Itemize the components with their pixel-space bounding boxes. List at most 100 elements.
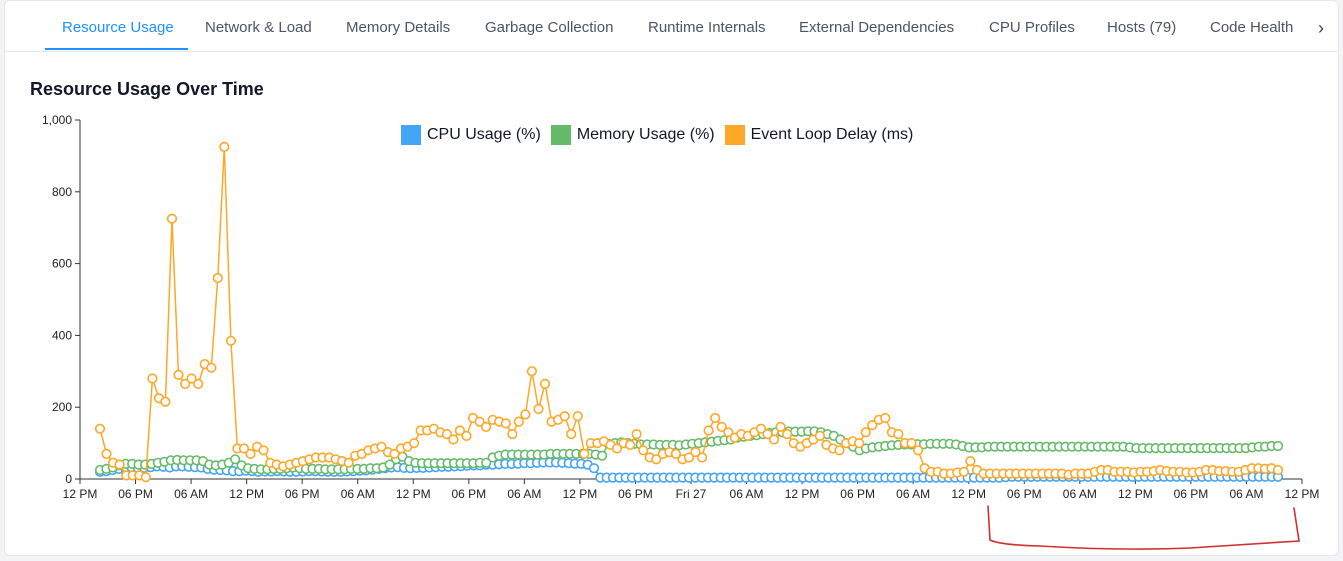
legend-swatch-memory [550,125,571,145]
y-tick-label: 0 [65,472,72,486]
x-tick-label: 06 PM [1007,487,1042,501]
x-tick-label: 12 PM [951,487,986,501]
event-loop-series-point [716,421,727,433]
event-loop-series-point [193,378,204,390]
x-tick-label: 06 AM [896,487,930,501]
event-loop-series-point [507,429,518,440]
event-loop-series-point [854,438,865,449]
legend-item-cpu[interactable]: CPU Usage (%) [401,125,541,145]
event-loop-series-point [526,366,538,377]
event-loop-series-point [94,423,106,434]
event-loop-series-point [906,438,917,449]
event-loop-series-point [624,439,636,451]
legend-label-cpu: CPU Usage (%) [427,126,541,143]
tab-external-dependencies[interactable]: External Dependencies [799,19,955,36]
event-loop-series-point [258,445,269,456]
y-tick-label: 600 [52,257,72,271]
event-loop-series-line [99,146,1279,479]
event-loop-series-point [782,429,793,440]
event-loop-series-point [912,445,924,456]
event-loop-series-point [533,403,544,415]
legend-item-memory[interactable]: Memory Usage (%) [550,125,715,145]
event-loop-series-point [212,272,223,284]
x-tick-label: 06 AM [730,487,764,501]
active-tab-indicator [45,48,188,50]
event-loop-series-point [611,443,623,454]
x-tick-label: 06 PM [618,487,653,501]
tab-runtime-internals[interactable]: Runtime Internals [648,19,766,36]
event-loop-series-point [572,411,583,422]
x-tick-label: 12 PM [396,487,431,501]
event-loop-series-point [101,448,112,460]
event-loop-series-point [696,452,708,463]
tab-memory-details[interactable]: Memory Details [346,19,451,36]
event-loop-series-point [775,421,786,433]
event-loop-series-point [225,335,236,346]
x-tick-label: 06 PM [451,487,486,501]
x-tick-label: 06 PM [840,487,875,501]
event-loop-series-point [768,434,780,445]
x-tick-label: 12 PM [785,487,820,501]
cpu-series-point [588,463,600,474]
legend-label-memory: Memory Usage (%) [576,126,715,143]
tab-hosts[interactable]: Hosts (79) [1107,19,1177,36]
event-loop-series-point [500,418,511,429]
y-tick-label: 200 [52,400,72,414]
chart-title: Resource Usage Over Time [30,79,264,99]
event-loop-series-point [958,466,970,477]
x-tick-label: 06 AM [174,487,208,501]
event-loop-series-point [651,454,662,465]
legend-item-event-loop[interactable]: Event Loop Delay (ms) [724,125,913,145]
legend-swatch-event-loop [724,125,745,145]
event-loop-series-point [690,447,701,458]
event-loop-series-point [245,448,256,460]
event-loop-series-point [965,456,976,467]
x-tick-label: 06 AM [1063,487,1097,501]
memory-series-point [1272,440,1284,452]
event-loop-series-point [683,452,695,463]
tab-code-health[interactable]: Code Health [1210,19,1294,36]
event-loop-series-point [762,429,773,440]
tab-garbage-collection[interactable]: Garbage Collection [485,19,614,36]
event-loop-series-point [893,429,904,440]
x-tick-label: 06 AM [507,487,541,501]
event-loop-series-point [173,369,184,381]
x-tick-label: 12 PM [563,487,598,501]
memory-series-point [596,450,608,461]
chart-legend: CPU Usage (%) Memory Usage (%) Event Loo… [401,124,923,146]
event-loop-series-point [114,459,125,470]
x-tick-label: Fri 27 [676,487,707,501]
legend-swatch-cpu [401,125,421,145]
x-tick-label: 12 PM [63,487,98,501]
event-loop-series-point [860,427,871,438]
event-loop-series-point [166,213,178,224]
event-loop-series-point [180,378,191,390]
y-tick-label: 800 [52,185,72,199]
x-tick-label: 06 AM [1229,487,1263,501]
event-loop-series-point [186,373,197,384]
y-tick-label: 400 [52,328,72,342]
event-loop-series-point [723,427,734,438]
event-loop-series-point [814,430,826,442]
event-loop-series-point [631,429,642,440]
memory-series-point [481,457,492,468]
event-loop-series-point [160,396,171,407]
chevron-right-icon[interactable]: › [1318,18,1324,38]
event-loop-series-point [140,472,151,483]
event-loop-series-point [1272,464,1284,476]
tab-cpu-profiles[interactable]: CPU Profiles [989,19,1075,36]
tab-resource-usage[interactable]: Resource Usage [62,19,174,36]
event-loop-series-point [454,425,466,436]
memory-series-point [230,454,241,465]
x-tick-label: 12 PM [229,487,264,501]
tab-network-load[interactable]: Network & Load [205,19,312,36]
event-loop-series-point [566,429,577,440]
event-loop-series-point [834,445,845,456]
event-loop-series-point [710,412,721,424]
event-loop-series-point [755,423,767,434]
x-tick-label: 06 AM [341,487,375,501]
x-tick-label: 12 PM [1285,487,1320,501]
event-loop-series-point [520,409,531,420]
event-loop-series-point [638,445,649,456]
